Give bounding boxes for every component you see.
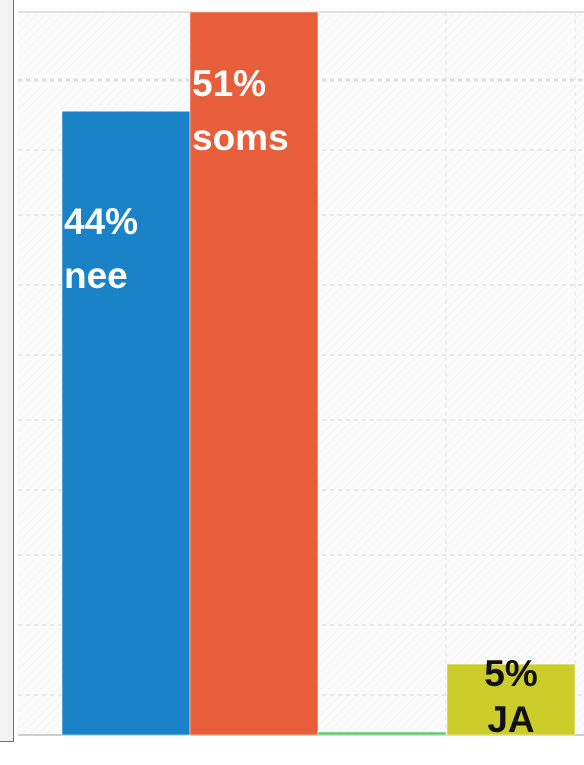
bars xyxy=(61,11,576,736)
bar-labels: 44% nee 51% soms 5% JA xyxy=(64,63,538,740)
bar-label-word: JA xyxy=(487,699,534,740)
bar-label-word: soms xyxy=(192,117,289,158)
bar-nee xyxy=(61,110,191,736)
bar-JA xyxy=(446,663,576,736)
bar-empty xyxy=(317,731,447,736)
bar-label-pct: 44% xyxy=(64,201,138,242)
bar-soms xyxy=(189,11,319,736)
side-panel xyxy=(0,0,14,742)
bar-label-word: nee xyxy=(64,255,128,296)
bar-label-pct: 51% xyxy=(192,63,266,104)
bar-label-pct: 5% xyxy=(484,653,537,694)
